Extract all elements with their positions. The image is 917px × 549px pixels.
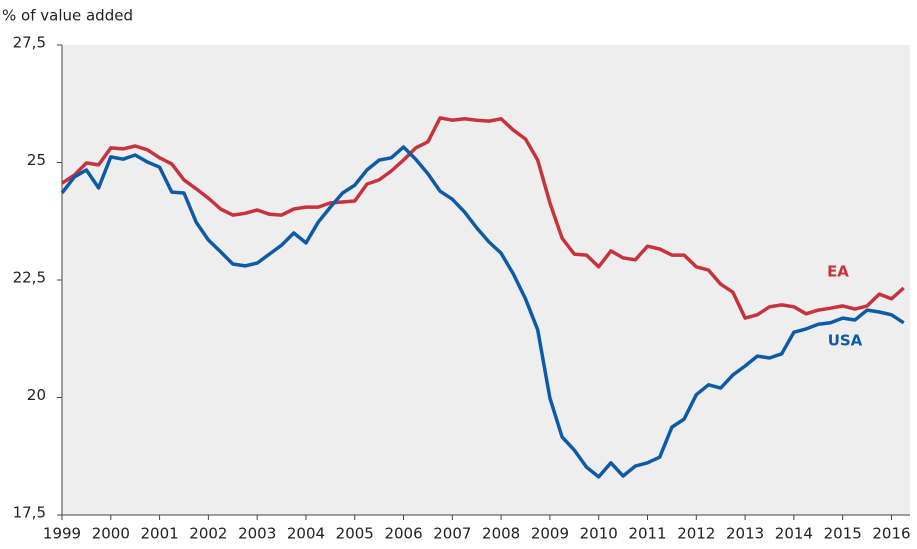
- x-tick-label: 2008: [482, 525, 520, 543]
- x-tick-label: 2000: [92, 525, 130, 543]
- x-tick-label: 2003: [238, 525, 276, 543]
- x-tick-label: 1999: [43, 525, 81, 543]
- x-tick-label: 2005: [336, 525, 374, 543]
- y-tick-label: 20: [27, 386, 46, 404]
- x-tick-label: 2001: [140, 525, 178, 543]
- series-label: USA: [828, 332, 863, 350]
- x-tick-label: 2015: [824, 525, 862, 543]
- plot-background: [62, 45, 910, 515]
- y-tick-label: 25: [27, 151, 46, 169]
- series-line: [60, 145, 905, 479]
- x-tick-label: 2011: [628, 525, 666, 543]
- x-tick-label: 2002: [189, 525, 227, 543]
- y-tick-label: 22,5: [13, 269, 46, 287]
- x-tick-label: 2006: [384, 525, 422, 543]
- y-tick-label: 17,5: [13, 504, 46, 522]
- x-tick-label: 2013: [726, 525, 764, 543]
- series-line: [61, 116, 905, 320]
- y-tick-label: 27,5: [13, 34, 46, 52]
- y-axis-label: % of value added: [2, 7, 133, 25]
- x-tick-label: 2012: [677, 525, 715, 543]
- x-tick-label: 2014: [775, 525, 813, 543]
- x-tick-label: 2007: [433, 525, 471, 543]
- series-label: EA: [827, 263, 849, 281]
- x-tick-label: 2009: [531, 525, 569, 543]
- x-tick-label: 2010: [580, 525, 618, 543]
- x-tick-label: 2004: [287, 525, 325, 543]
- x-tick-label: 2016: [872, 525, 910, 543]
